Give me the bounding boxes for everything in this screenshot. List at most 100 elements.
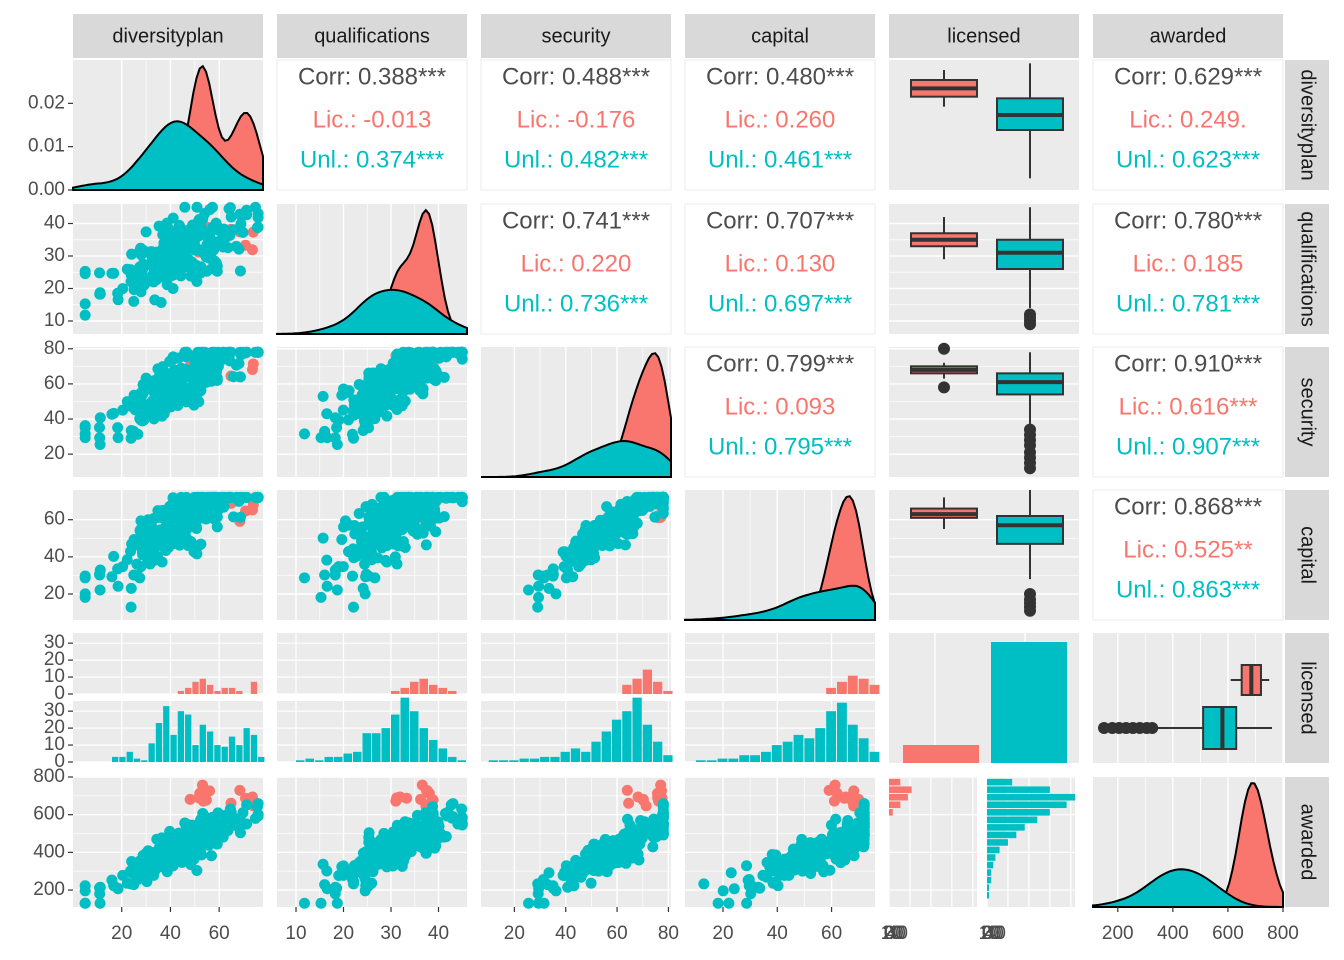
point-unl — [162, 235, 174, 247]
point-unl — [533, 591, 545, 603]
y-tick-label: 30 — [44, 700, 65, 721]
point-unl — [181, 830, 193, 842]
corr-lic: Lic.: 0.130 — [725, 250, 836, 277]
point-unl — [128, 295, 140, 307]
hist-bar — [570, 748, 581, 762]
x-tick-label: 40 — [160, 923, 181, 944]
x-tick-label: 40 — [428, 923, 449, 944]
point-lic — [838, 792, 850, 804]
corr-unl: Unl.: 0.795*** — [708, 433, 852, 460]
strip-row-licensed — [1285, 633, 1329, 763]
y-tick-label: 40 — [44, 546, 65, 567]
x-tick-label: 200 — [1102, 923, 1134, 944]
point-unl — [298, 897, 310, 909]
point-unl — [788, 844, 800, 856]
hist-bar — [782, 741, 793, 762]
point-unl — [381, 395, 393, 407]
hist-bar — [858, 738, 869, 762]
point-unl — [125, 867, 137, 879]
x-tick-label: 40 — [767, 923, 788, 944]
scatter-points-awarded-diversityplan — [79, 779, 264, 909]
strip-label-row-security: security — [1297, 378, 1319, 447]
point-unl — [126, 400, 138, 412]
point-unl — [180, 524, 192, 536]
point-unl — [456, 346, 468, 358]
x-tick-label: 20 — [111, 923, 132, 944]
hist-bar — [804, 738, 815, 762]
point-unl — [770, 876, 782, 888]
hist-bar — [243, 728, 250, 762]
hist-bar — [987, 793, 1075, 801]
hist-bar — [663, 690, 673, 694]
point-unl — [381, 410, 393, 422]
point-unl — [317, 532, 329, 544]
point-unl — [156, 511, 168, 523]
hist-bar — [987, 846, 1000, 854]
hist-bar — [236, 690, 243, 694]
y-tick-label: 400 — [33, 841, 65, 862]
point-unl — [357, 424, 369, 436]
boxplot-unl — [996, 207, 1064, 331]
point-unl — [631, 839, 643, 851]
y-tick-label: 10 — [44, 310, 65, 331]
point-unl — [209, 238, 221, 250]
point-unl — [189, 836, 201, 848]
y-tick-label: 0.00 — [28, 179, 65, 200]
hist-bar — [419, 728, 428, 762]
y-tick-label: 0.02 — [28, 92, 65, 113]
hist-bar — [987, 778, 1013, 786]
boxplot-unl — [996, 490, 1064, 617]
point-unl — [252, 346, 264, 358]
point-unl — [396, 860, 408, 872]
point-unl — [375, 528, 387, 540]
point-unl — [839, 854, 851, 866]
corr-overall: Corr: 0.629*** — [1114, 63, 1262, 90]
point-unl — [741, 860, 753, 872]
point-unl — [396, 539, 408, 551]
point-unl — [360, 568, 372, 580]
corr-panel — [1092, 489, 1284, 621]
y-tick-label: 0 — [54, 751, 65, 772]
corr-lic: Lic.: -0.176 — [517, 106, 636, 133]
x-tick-label-licensed: 30 — [885, 923, 906, 944]
y-tick-label: 60 — [44, 509, 65, 530]
point-unl — [411, 809, 423, 821]
point-unl — [781, 855, 793, 867]
strip-col-diversityplan — [73, 14, 263, 58]
point-unl — [188, 491, 200, 503]
point-unl — [211, 265, 223, 277]
x-tick-label-licensed: 0 — [982, 923, 993, 944]
point-unl — [94, 422, 106, 434]
point-unl — [177, 252, 189, 264]
x-tick-label-licensed: 20 — [883, 923, 904, 944]
point-unl — [376, 513, 388, 525]
scatter-points-capital-qualifications — [298, 491, 468, 613]
point-unl — [179, 346, 191, 358]
point-unl — [241, 799, 253, 811]
grid-r2-c4 — [889, 348, 1079, 455]
point-unl — [161, 866, 173, 878]
corr-panel — [1092, 346, 1284, 478]
point-unl — [141, 876, 153, 888]
point-unl — [321, 580, 333, 592]
x-tick-label-licensed: 10 — [881, 923, 902, 944]
point-unl — [717, 885, 729, 897]
outlier — [938, 342, 950, 355]
point-unl — [550, 885, 562, 897]
point-unl — [858, 798, 870, 810]
point-unl — [638, 491, 650, 503]
point-unl — [201, 265, 213, 277]
hist-bar — [438, 748, 447, 762]
point-unl — [298, 428, 310, 440]
point-unl — [586, 532, 598, 544]
point-unl — [176, 379, 188, 391]
hist-bar — [987, 809, 1050, 816]
corr-panel — [276, 59, 468, 191]
strip-row-diversityplan — [1285, 60, 1329, 190]
hist-bar — [410, 681, 419, 694]
point-unl — [218, 501, 230, 513]
y-tick-label: 60 — [44, 373, 65, 394]
hist-bar — [728, 758, 739, 762]
point-unl — [532, 888, 544, 900]
point-lic — [623, 797, 635, 809]
